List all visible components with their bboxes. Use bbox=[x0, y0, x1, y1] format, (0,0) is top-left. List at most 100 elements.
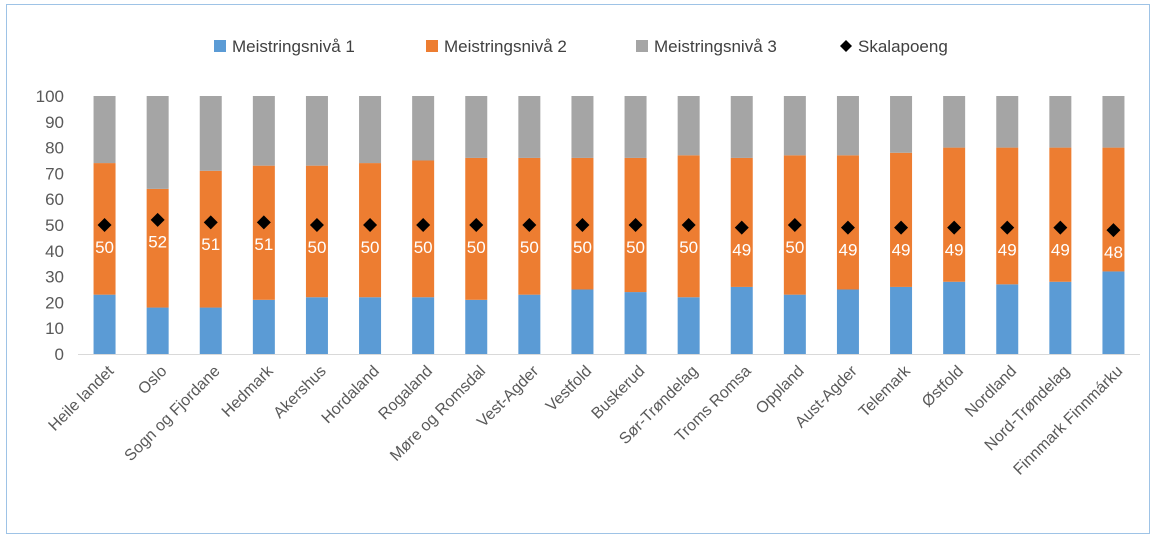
bar-segment-1 bbox=[624, 292, 647, 354]
bar-segment-1 bbox=[677, 297, 700, 354]
x-category-label: Østfold bbox=[919, 363, 967, 411]
skalapoeng-marker bbox=[840, 220, 855, 235]
x-category-label: Sogn og Fjordane bbox=[122, 363, 224, 465]
bar-segment-1 bbox=[465, 299, 488, 354]
bar-segment-3 bbox=[730, 96, 753, 158]
x-category-label: Finnmark Finnmárku bbox=[1011, 363, 1127, 479]
bar-segment-3 bbox=[1102, 96, 1125, 148]
skalapoeng-marker bbox=[1000, 220, 1015, 235]
bar-segment-1 bbox=[518, 294, 541, 354]
y-tick-label: 70 bbox=[45, 164, 64, 183]
y-tick-label: 50 bbox=[45, 216, 64, 235]
bar-segment-1 bbox=[836, 289, 859, 354]
bar-segment-3 bbox=[1049, 96, 1072, 148]
x-category-label: Hordaland bbox=[319, 363, 383, 427]
data-label: 50 bbox=[520, 238, 539, 257]
x-category-label: Telemark bbox=[856, 362, 915, 421]
data-label: 50 bbox=[679, 238, 698, 257]
data-label: 48 bbox=[1104, 243, 1123, 262]
y-tick-label: 20 bbox=[45, 293, 64, 312]
bar-segment-1 bbox=[146, 307, 169, 354]
bar-segment-2 bbox=[996, 147, 1019, 285]
legend-label: Meistringsnivå 1 bbox=[232, 37, 355, 56]
bar-segment-3 bbox=[571, 96, 594, 158]
data-label: 49 bbox=[838, 240, 857, 259]
x-category-label: Oslo bbox=[135, 363, 170, 398]
legend-label: Skalapoeng bbox=[858, 37, 948, 56]
skalapoeng-marker bbox=[363, 218, 378, 232]
x-category-label: Oppland bbox=[753, 363, 808, 418]
bar-segment-1 bbox=[1049, 281, 1072, 354]
skalapoeng-marker bbox=[1053, 220, 1068, 235]
skalapoeng-marker bbox=[97, 218, 112, 232]
skalapoeng-marker bbox=[256, 215, 271, 230]
data-label: 49 bbox=[732, 240, 751, 259]
y-tick-label: 60 bbox=[45, 190, 64, 209]
bar-segment-3 bbox=[93, 96, 116, 164]
bar-segment-3 bbox=[518, 96, 541, 158]
skalapoeng-marker bbox=[309, 218, 324, 232]
bar-segment-1 bbox=[996, 284, 1019, 354]
x-category-label: Hedmark bbox=[219, 362, 278, 421]
skalapoeng-marker bbox=[947, 220, 962, 235]
bar-segment-2 bbox=[1049, 147, 1072, 282]
y-tick-label: 100 bbox=[36, 87, 64, 106]
bar-segment-3 bbox=[836, 96, 859, 156]
skalapoeng-marker bbox=[787, 218, 802, 232]
bar-segment-3 bbox=[146, 96, 169, 189]
data-label: 51 bbox=[254, 235, 273, 254]
data-label: 50 bbox=[785, 238, 804, 257]
data-label: 49 bbox=[945, 240, 964, 259]
y-tick-label: 80 bbox=[45, 139, 64, 158]
data-label: 49 bbox=[1051, 240, 1070, 259]
y-tick-label: 0 bbox=[55, 345, 64, 364]
bar-segment-3 bbox=[199, 96, 222, 171]
bar-segment-1 bbox=[412, 297, 435, 354]
legend-swatch-1 bbox=[214, 40, 226, 52]
skalapoeng-marker bbox=[628, 218, 643, 232]
bar-segment-2 bbox=[943, 147, 966, 282]
y-tick-label: 40 bbox=[45, 242, 64, 261]
data-label: 50 bbox=[307, 238, 326, 257]
x-category-label: Vestfold bbox=[543, 363, 595, 415]
legend-swatch-2 bbox=[426, 40, 438, 52]
bar-segment-3 bbox=[943, 96, 966, 148]
x-category-label: Heile landet bbox=[46, 362, 118, 434]
skalapoeng-marker bbox=[150, 212, 165, 227]
data-label: 50 bbox=[95, 238, 114, 257]
x-category-label: Møre og Romsdal bbox=[387, 363, 489, 465]
data-label: 50 bbox=[573, 238, 592, 257]
bar-segment-3 bbox=[252, 96, 275, 166]
y-tick-label: 10 bbox=[45, 319, 64, 338]
skalapoeng-marker bbox=[1106, 223, 1121, 238]
bar-segment-3 bbox=[305, 96, 328, 166]
bar-segment-3 bbox=[465, 96, 488, 158]
skalapoeng-marker bbox=[681, 218, 696, 232]
bar-segment-2 bbox=[890, 152, 913, 287]
skalapoeng-marker bbox=[894, 220, 909, 235]
bar-segment-1 bbox=[943, 281, 966, 354]
data-label: 50 bbox=[361, 238, 380, 257]
bar-segment-1 bbox=[93, 294, 116, 354]
data-label: 49 bbox=[998, 240, 1017, 259]
bar-segment-2 bbox=[1102, 147, 1125, 272]
data-label: 52 bbox=[148, 233, 167, 252]
skalapoeng-marker bbox=[469, 218, 484, 232]
bar-segment-2 bbox=[199, 170, 222, 308]
bar-segment-3 bbox=[359, 96, 382, 164]
bar-segment-3 bbox=[412, 96, 435, 161]
bar-segment-3 bbox=[624, 96, 647, 158]
legend-label: Meistringsnivå 3 bbox=[654, 37, 777, 56]
skalapoeng-marker bbox=[522, 218, 537, 232]
bar-segment-3 bbox=[996, 96, 1019, 148]
y-tick-label: 30 bbox=[45, 268, 64, 287]
skalapoeng-marker bbox=[416, 218, 431, 232]
skalapoeng-marker bbox=[734, 220, 749, 235]
legend-swatch-3 bbox=[636, 40, 648, 52]
y-tick-label: 90 bbox=[45, 113, 64, 132]
bar-segment-1 bbox=[783, 294, 806, 354]
skalapoeng-marker bbox=[575, 218, 590, 232]
data-label: 49 bbox=[892, 240, 911, 259]
data-label: 51 bbox=[201, 235, 220, 254]
